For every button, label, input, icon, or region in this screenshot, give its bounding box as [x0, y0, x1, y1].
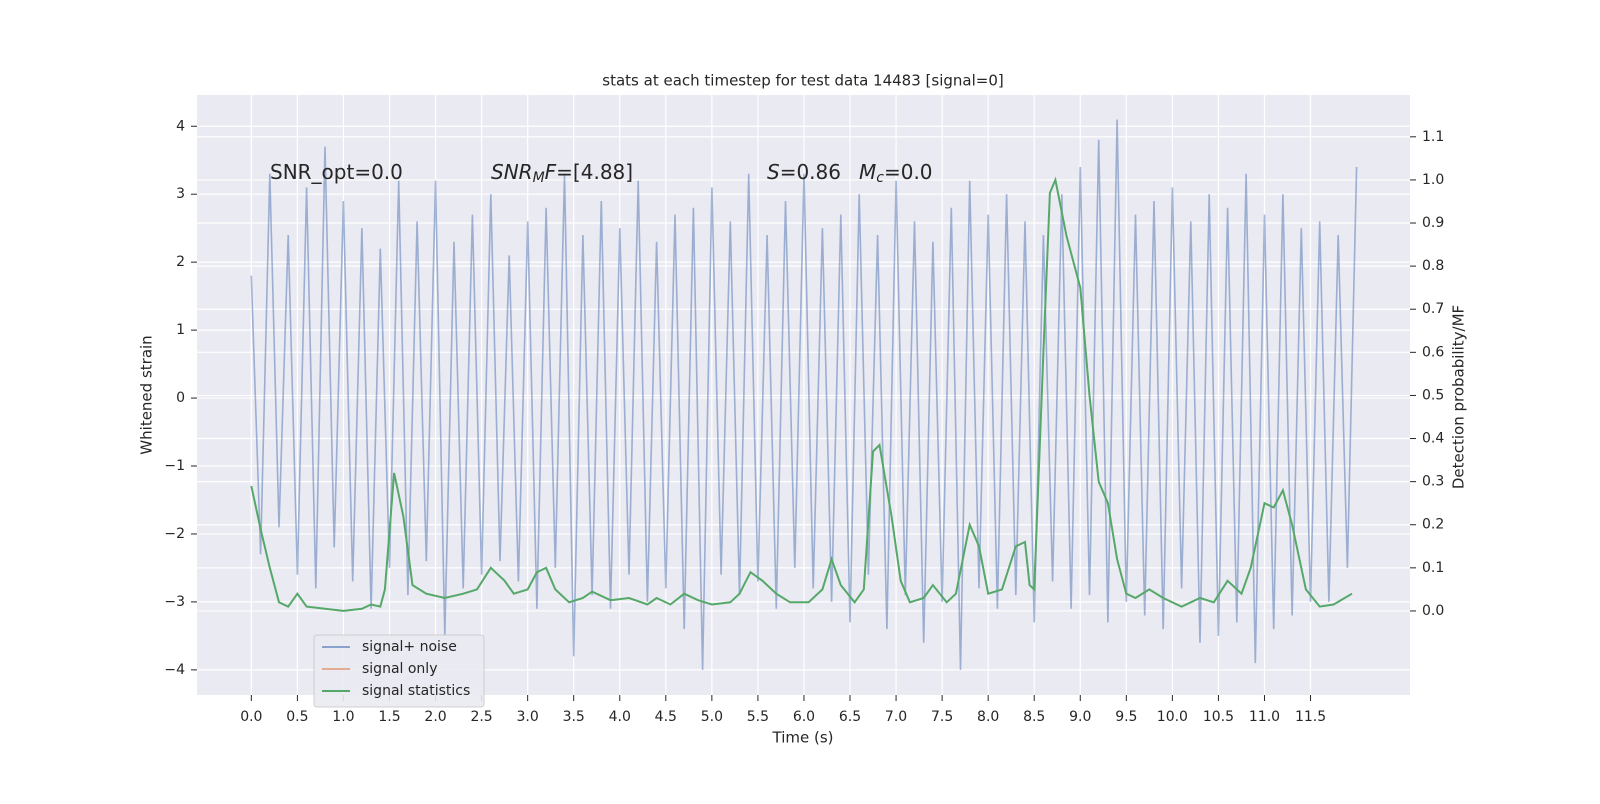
x-tick-label: 8.5	[1023, 709, 1045, 725]
x-tick-label: 0.5	[286, 709, 308, 725]
annotation: Mc=0.0	[859, 160, 933, 187]
y-axis-label: Whitened strain	[138, 335, 156, 454]
y2-tick-label: 0.5	[1422, 387, 1444, 403]
x-axis-label: Time (s)	[772, 729, 834, 747]
y2-tick-label: 0.2	[1422, 517, 1444, 533]
chart-title: stats at each timestep for test data 144…	[602, 72, 1003, 90]
annotation-part: =0.0	[884, 160, 933, 184]
x-tick-label: 3.0	[517, 709, 539, 725]
annotation-part: M	[533, 170, 545, 186]
x-tick-label: 2.0	[424, 709, 446, 725]
y2-tick-label: 0.8	[1422, 258, 1444, 274]
y2-tick-label: 0.4	[1422, 431, 1444, 447]
y-tick-label: −2	[164, 526, 185, 542]
y2-axis-label: Detection probability/MF	[1450, 305, 1468, 489]
x-tick-label: 0.0	[240, 709, 262, 725]
x-tick-label: 9.5	[1115, 709, 1137, 725]
y-tick-label: −1	[164, 458, 185, 474]
x-tick-label: 1.5	[378, 709, 400, 725]
y2-tick-label: 0.3	[1422, 474, 1444, 490]
y2-tick-label: 0.1	[1422, 560, 1444, 576]
annotation: S=0.86	[767, 160, 841, 184]
series-line	[250, 176, 1353, 612]
y2-tick-label: 0.7	[1422, 301, 1444, 317]
y-tick-label: 2	[176, 254, 185, 270]
annotation-part: c	[876, 170, 884, 186]
annotation: SNRMF=[4.88]	[491, 160, 633, 187]
x-tick-label: 4.0	[609, 709, 631, 725]
y-tick-label: 0	[176, 390, 185, 406]
annotation-part: F	[545, 160, 557, 184]
x-tick-label: 3.5	[563, 709, 585, 725]
x-tick-label: 9.0	[1069, 709, 1091, 725]
x-tick-label: 5.0	[701, 709, 723, 725]
lines	[250, 119, 1358, 670]
x-tick-label: 7.5	[931, 709, 953, 725]
y2-tick-label: 0.0	[1422, 603, 1444, 619]
legend-box	[313, 634, 485, 708]
x-tick-label: 4.5	[655, 709, 677, 725]
y-tick-label: 1	[176, 322, 185, 338]
annotation-part: S	[767, 160, 780, 184]
axes: 0.0 0.5 1.0 1.5 2.0 2.5 3.0 3.5 4.0 4.5 5.0 5.5 6.0 6…	[164, 118, 1444, 725]
x-tick-label: 11.0	[1249, 709, 1280, 725]
x-tick-label: 2.5	[470, 709, 492, 725]
y2-tick-label: 0.6	[1422, 344, 1444, 360]
y2-tick-label: 1.1	[1422, 129, 1444, 145]
y-tick-label: 4	[176, 118, 185, 134]
annotation-part: SNR	[491, 160, 533, 184]
x-tick-label: 10.0	[1157, 709, 1188, 725]
legend-label: signal+ noise	[362, 639, 457, 655]
legend-label: signal only	[362, 661, 437, 677]
y-tick-label: −3	[164, 594, 185, 610]
annotation: SNR_opt=0.0	[270, 160, 403, 184]
x-tick-label: 8.0	[977, 709, 999, 725]
x-tick-label: 6.0	[793, 709, 815, 725]
x-tick-label: 11.5	[1295, 709, 1326, 725]
annotation-part: =0.86	[780, 160, 841, 184]
y2-tick-label: 0.9	[1422, 215, 1444, 231]
x-tick-label: 5.5	[747, 709, 769, 725]
x-tick-label: 7.0	[885, 709, 907, 725]
x-tick-label: 6.5	[839, 709, 861, 725]
y-tick-label: 3	[176, 186, 185, 202]
annotation-part: M	[859, 160, 876, 184]
y-tick-label: −4	[164, 662, 185, 678]
legend-label: signal statistics	[362, 683, 470, 699]
series-line	[250, 119, 1358, 670]
x-tick-label: 10.5	[1203, 709, 1234, 725]
y2-tick-label: 1.0	[1422, 172, 1444, 188]
annotation-part: =[4.88]	[556, 160, 633, 184]
x-tick-label: 1.0	[332, 709, 354, 725]
annotation-part: SNR_opt=0.0	[270, 160, 403, 184]
